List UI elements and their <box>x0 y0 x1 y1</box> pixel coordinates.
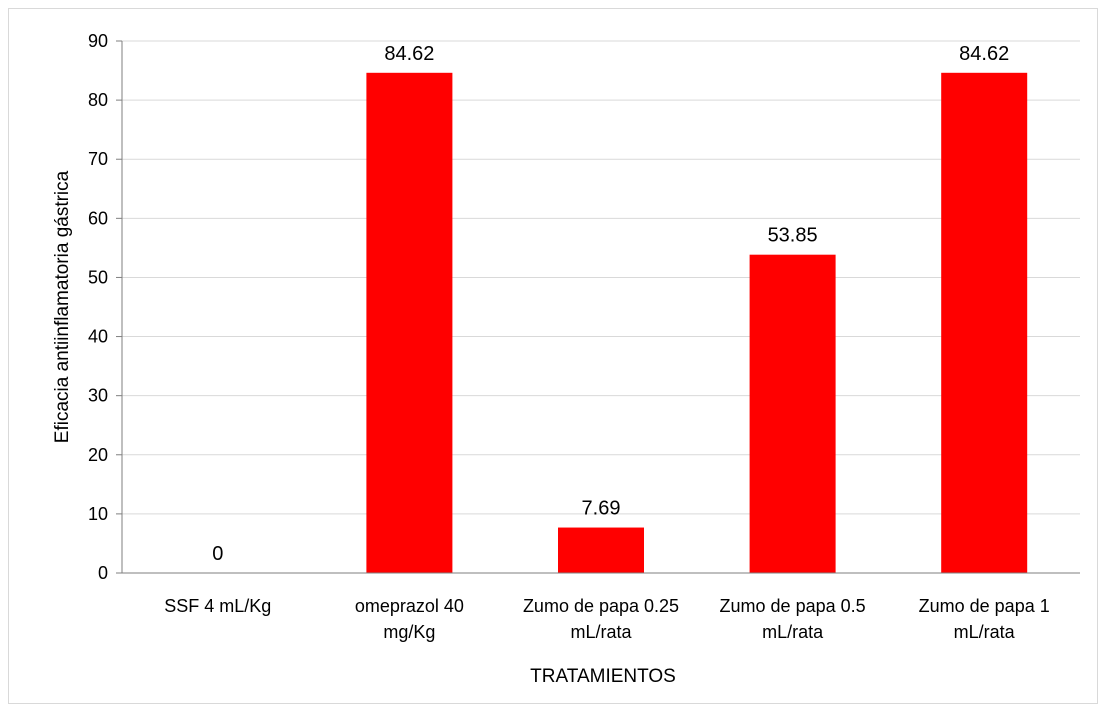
data-labels: 0 84.62 7.69 53.85 84.62 <box>212 43 1009 565</box>
bar <box>558 527 644 573</box>
chart-frame <box>8 8 1098 704</box>
y-tick-label: 50 <box>88 267 108 287</box>
y-tick-label: 0 <box>98 563 108 583</box>
data-label: 53.85 <box>768 225 818 247</box>
y-axis-title: Eficacia antiinflamatoria gástrica <box>52 170 73 443</box>
y-tick-labels: 0 10 20 30 40 50 60 70 80 90 <box>88 31 108 583</box>
x-category-label: mL/rata <box>762 622 824 642</box>
data-label: 84.62 <box>959 43 1009 65</box>
x-axis-title: TRATAMIENTOS <box>530 666 676 687</box>
y-tick-label: 90 <box>88 31 108 51</box>
x-category-label: mL/rata <box>570 622 632 642</box>
y-tick-label: 60 <box>88 208 108 228</box>
x-category-label: Zumo de papa 0.25 <box>523 596 679 616</box>
y-tick-label: 70 <box>88 149 108 169</box>
bars <box>366 72 1028 574</box>
x-category-label: omeprazol 40 <box>355 596 464 616</box>
x-category-label: Zumo de papa 1 <box>919 596 1050 616</box>
y-tick-label: 80 <box>88 90 108 110</box>
y-tick-label: 10 <box>88 504 108 524</box>
data-label: 0 <box>212 543 223 565</box>
gridlines <box>122 40 1080 515</box>
x-category-label: SSF 4 mL/Kg <box>164 596 271 616</box>
bar <box>366 72 453 573</box>
bar <box>749 254 836 574</box>
y-tick-label: 20 <box>88 445 108 465</box>
axes <box>116 40 1080 574</box>
x-category-label: mL/rata <box>954 622 1016 642</box>
data-label: 84.62 <box>384 43 434 65</box>
x-category-label: mg/Kg <box>383 622 435 642</box>
x-category-label: Zumo de papa 0.5 <box>720 596 866 616</box>
y-tick-label: 30 <box>88 386 108 406</box>
y-tick-label: 40 <box>88 327 108 347</box>
data-label: 7.69 <box>582 498 621 520</box>
bar <box>941 72 1028 573</box>
x-category-labels: SSF 4 mL/Kg omeprazol 40 mg/Kg Zumo de papa… <box>164 596 1049 642</box>
